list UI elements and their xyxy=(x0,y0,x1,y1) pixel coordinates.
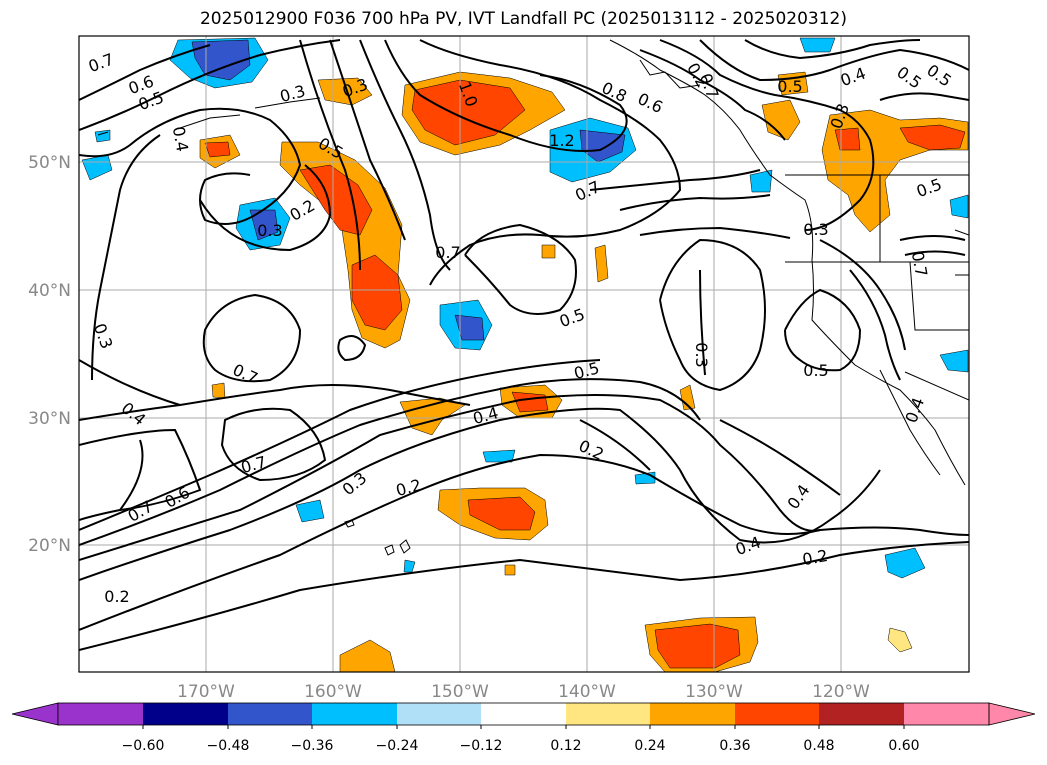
lat-label: 40°N xyxy=(28,281,71,301)
colorbar-tick-label: −0.48 xyxy=(207,738,250,754)
lon-label: 160°W xyxy=(304,682,362,702)
contour-label: 0.3 xyxy=(803,220,828,239)
colorbar-tick-label: −0.36 xyxy=(291,738,334,754)
latitude-labels: 50°N 40°N 30°N 20°N xyxy=(28,153,71,556)
contour-label: 0.7 xyxy=(908,250,931,278)
lon-label: 120°W xyxy=(812,682,870,702)
contour-label: 0.4 xyxy=(118,398,150,429)
contour-label: 0.6 xyxy=(635,89,666,117)
contour-label: 0.4 xyxy=(733,533,763,560)
contour-label: 0.2 xyxy=(104,587,129,606)
lat-label: 30°N xyxy=(28,409,71,429)
colorbar-segment xyxy=(228,703,312,725)
colorbar-tick-label: −0.12 xyxy=(460,738,503,754)
contour-label: 0.5 xyxy=(893,62,925,92)
contour-label: 0.2 xyxy=(394,475,424,500)
lat-label: 20°N xyxy=(28,536,71,556)
contour-label: 0.5 xyxy=(777,77,802,96)
colorbar-ticks xyxy=(142,725,905,729)
colorbar-segment xyxy=(481,703,566,725)
contour-label: 0.4 xyxy=(169,125,192,153)
coastlines xyxy=(97,39,969,556)
colorbar-extend-right xyxy=(988,702,1036,726)
contour-label: 0.5 xyxy=(914,175,944,202)
contour-label: 0.7 xyxy=(696,71,723,101)
contour-label: 0.3 xyxy=(339,468,371,499)
contour-label: 0.4 xyxy=(471,403,501,428)
colorbar-tick-label: 0.36 xyxy=(719,738,750,754)
contour-label: 1.2 xyxy=(549,131,574,150)
colorbar-tick-label: −0.60 xyxy=(122,738,165,754)
lon-label: 150°W xyxy=(431,682,489,702)
colorbar-tick-label: 0.48 xyxy=(803,738,834,754)
colorbar-segment xyxy=(566,703,650,725)
contour-label: 0.5 xyxy=(803,361,828,380)
colorbar-segment xyxy=(143,703,228,725)
lon-label: 130°W xyxy=(685,682,743,702)
colorbar-segment xyxy=(650,703,735,725)
contour-label: 0.4 xyxy=(783,481,813,513)
contour-label: 0.2 xyxy=(286,196,318,225)
contour-label: 0.3 xyxy=(692,342,711,367)
plot-frame xyxy=(78,35,970,673)
contour-label: 0.7 xyxy=(572,177,603,205)
colorbar-tick-labels: −0.60 −0.48 −0.36 −0.24 −0.12 0.12 0.24 … xyxy=(122,738,920,754)
colorbar-tick-label: −0.24 xyxy=(376,738,419,754)
colorbar-tick-label: 0.24 xyxy=(634,738,665,754)
map-title: 2025012900 F036 700 hPa PV, IVT Landfall… xyxy=(199,9,847,29)
colorbar-tick-label: 0.12 xyxy=(550,738,581,754)
colorbar: −0.60 −0.48 −0.36 −0.24 −0.12 0.12 0.24 … xyxy=(11,702,1036,754)
colorbar-segment xyxy=(904,703,989,725)
contour-label: 0.7 xyxy=(86,50,116,77)
lon-label: 140°W xyxy=(558,682,616,702)
contour-label: 0.5 xyxy=(923,60,955,90)
colorbar-extend-left xyxy=(11,702,59,726)
colorbar-segment xyxy=(819,703,904,725)
contour-label: 0.4 xyxy=(902,395,929,425)
shaded-pv-fields xyxy=(81,37,969,672)
map-plot-area: 0.7 0.6 0.5 0.4 0.3 0.3 0.2 0.3 0.5 1.0 … xyxy=(79,36,969,672)
colorbar-tick-label: 0.60 xyxy=(888,738,919,754)
contour-label: 0.7 xyxy=(435,243,460,262)
colorbar-frame xyxy=(57,702,990,726)
lat-label: 50°N xyxy=(28,153,71,173)
colorbar-segment xyxy=(397,703,481,725)
contour-label: 0.3 xyxy=(278,81,308,106)
contour-label: 0.2 xyxy=(801,546,829,569)
contour-label: 0.4 xyxy=(838,64,868,91)
contour-label: 0.7 xyxy=(230,360,261,388)
colorbar-segment xyxy=(58,703,143,725)
colorbar-segment xyxy=(735,703,819,725)
contour-label: 0.7 xyxy=(239,452,269,477)
contour-label: 0.3 xyxy=(257,221,282,240)
contour-label: 0.6 xyxy=(161,483,193,512)
colorbar-segment xyxy=(312,703,397,725)
pv-contours xyxy=(79,39,969,651)
contour-label: 0.2 xyxy=(576,436,607,464)
lon-label: 170°W xyxy=(177,682,235,702)
longitude-labels: 170°W 160°W 150°W 140°W 130°W 120°W xyxy=(177,682,870,702)
